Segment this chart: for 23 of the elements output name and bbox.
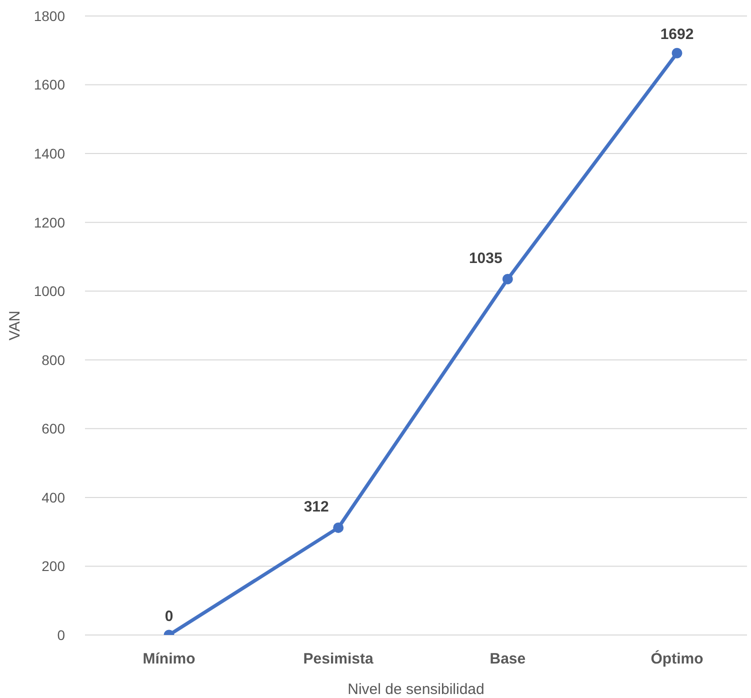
- y-tick-label: 800: [42, 352, 66, 368]
- x-axis-title: Nivel de sensibilidad: [348, 681, 484, 698]
- data-label: 1035: [468, 250, 502, 268]
- point: [672, 48, 682, 58]
- point: [333, 522, 344, 533]
- x-tick-label: Mínimo: [142, 650, 196, 668]
- x-tick-label: Óptimo: [650, 650, 704, 668]
- y-axis-title: VAN: [6, 310, 24, 340]
- point: [502, 274, 513, 284]
- y-tick-label: 1600: [34, 76, 66, 93]
- y-tick-label: 1200: [34, 214, 66, 230]
- y-tick-label: 400: [42, 489, 66, 506]
- y-tick-label: 1800: [34, 8, 66, 24]
- data-label: 312: [304, 498, 329, 516]
- data-label: 1692: [660, 26, 694, 44]
- y-tick-label: 600: [42, 420, 66, 437]
- y-tick-label: 200: [42, 558, 66, 574]
- x-tick-label: Base: [490, 650, 526, 668]
- y-tick-label: 0: [57, 626, 66, 643]
- y-tick-label: 1400: [34, 146, 66, 162]
- data-label: 0: [164, 608, 174, 625]
- x-tick-label: Pesimista: [303, 650, 374, 668]
- y-tick-label: 1000: [34, 283, 66, 300]
